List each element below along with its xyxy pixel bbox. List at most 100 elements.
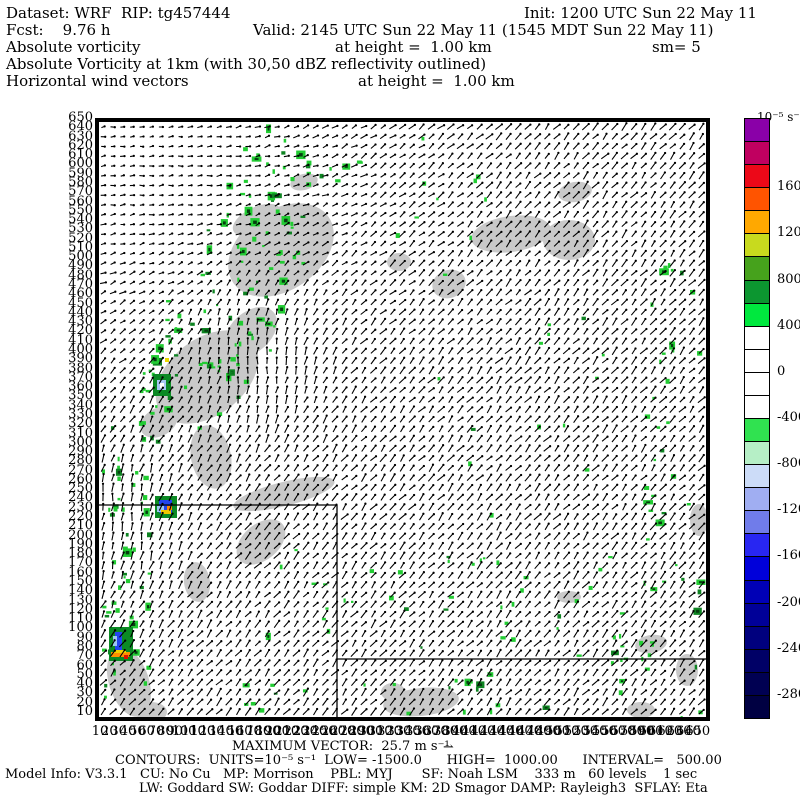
x-tick: 330	[386, 724, 412, 739]
colorbar-cell	[744, 302, 770, 327]
wind-vectors-label: Horizontal wind vectors	[6, 72, 189, 90]
y-tick: 440	[68, 304, 93, 320]
colorbar-cell	[744, 694, 770, 719]
y-tick: 420	[68, 323, 93, 339]
wind-vector-shafts	[99, 123, 706, 716]
y-tick: 40	[76, 676, 93, 692]
y-tick: 210	[68, 518, 93, 534]
x-tick: 150	[218, 724, 244, 739]
colorbar-tick-label: 0	[777, 363, 786, 379]
x-tick: 430	[479, 724, 505, 739]
x-tick: 560	[601, 724, 627, 739]
y-tick: 70	[76, 648, 93, 664]
x-tick: 130	[199, 724, 225, 739]
x-tick: 110	[180, 724, 206, 739]
wind-height-label: at height = 1.00 km	[358, 72, 515, 90]
physics-info-label: LW: Goddard SW: Goddar DIFF: simple KM: …	[139, 781, 708, 796]
x-tick: 540	[582, 724, 608, 739]
x-tick: 220	[283, 724, 309, 739]
y-tick: 590	[68, 165, 93, 181]
colorbar	[744, 118, 770, 719]
model-info-label: Model Info: V3.3.1 CU: No Cu MP: Morriso…	[5, 767, 698, 782]
x-tick: 310	[367, 724, 393, 739]
vorticity-map-canvas	[99, 122, 706, 717]
colorbar-tick-label: 1200	[777, 225, 800, 241]
y-tick: 90	[76, 629, 93, 645]
x-tick: 280	[339, 724, 365, 739]
y-tick: 390	[68, 351, 93, 367]
x-tick: 370	[423, 724, 449, 739]
y-tick: 580	[68, 174, 93, 190]
wind-vectors	[99, 122, 706, 716]
x-tick: 520	[563, 724, 589, 739]
y-tick: 530	[68, 221, 93, 237]
colorbar-tick-label: -1200	[777, 502, 800, 518]
y-tick: 300	[68, 434, 93, 450]
colorbar-tick-label: 1600	[777, 179, 800, 195]
x-tick: 20	[101, 724, 118, 739]
y-tick: 570	[68, 184, 93, 200]
y-tick: 620	[68, 137, 93, 153]
y-tick: 180	[68, 546, 93, 562]
y-tick: 410	[68, 332, 93, 348]
x-tick: 510	[554, 724, 580, 739]
x-tick: 610	[647, 724, 673, 739]
y-tick: 160	[68, 564, 93, 580]
x-tick: 500	[545, 724, 571, 739]
x-tick: 250	[311, 724, 337, 739]
y-tick: 320	[68, 416, 93, 432]
x-tick: 290	[349, 724, 374, 739]
colorbar-cell	[744, 533, 770, 558]
colorbar-tick-label: 400	[777, 317, 800, 333]
y-tick: 380	[68, 360, 93, 376]
x-tick: 470	[517, 724, 543, 739]
x-tick: 440	[489, 724, 515, 739]
y-tick: 560	[68, 193, 93, 209]
contours-info-label: CONTOURS: UNITS=10⁻⁵ s⁻¹ LOW= -1500.0 HI…	[115, 753, 722, 768]
colorbar-cell	[744, 141, 770, 166]
y-tick: 480	[68, 267, 93, 283]
colorbar-cell	[744, 602, 770, 627]
y-tick: 450	[68, 295, 93, 311]
colorbar-tick-label: -2000	[777, 594, 800, 610]
plot-title: Absolute Vorticity at 1km (with 30,50 dB…	[6, 55, 487, 73]
y-tick: 130	[68, 592, 93, 608]
map-boundary-lines	[99, 504, 706, 717]
y-tick: 140	[68, 583, 93, 599]
y-tick: 650	[68, 110, 93, 125]
x-tick: 50	[129, 724, 146, 739]
y-tick: 470	[68, 277, 93, 293]
x-tick: 550	[591, 724, 617, 739]
y-tick: 240	[68, 490, 93, 506]
y-tick: 290	[68, 444, 93, 460]
colorbar-cell	[744, 187, 770, 212]
x-tick: 200	[265, 724, 290, 739]
x-tick: 320	[377, 724, 402, 739]
y-tick: 120	[68, 601, 93, 617]
x-tick: 410	[461, 724, 486, 739]
colorbar-cell	[744, 510, 770, 535]
y-tick: 250	[68, 481, 93, 497]
wind-vector-heads	[101, 122, 706, 712]
colorbar-cell	[744, 579, 770, 604]
colorbar-cell	[744, 418, 770, 443]
x-tick: 180	[246, 724, 272, 739]
y-tick: 100	[68, 620, 93, 636]
y-tick: 520	[68, 230, 93, 246]
y-tick: 550	[68, 202, 93, 218]
y-tick: 150	[68, 574, 93, 589]
x-tick: 340	[395, 724, 421, 739]
colorbar-cell	[744, 464, 770, 489]
colorbar-cell	[744, 233, 770, 258]
colorbar-cell	[744, 671, 770, 696]
x-tick: 240	[302, 724, 328, 739]
x-tick: 10	[91, 724, 109, 739]
x-tick: 190	[255, 724, 281, 739]
x-tick: 590	[629, 724, 655, 739]
colorbar-tick-label: -400	[777, 410, 800, 425]
y-tick: 610	[68, 147, 93, 163]
init-time-label: Init: 1200 UTC Sun 22 May 11	[524, 4, 757, 22]
y-tick: 500	[68, 249, 93, 265]
x-tick: 420	[470, 724, 496, 739]
x-tick: 70	[147, 724, 165, 739]
